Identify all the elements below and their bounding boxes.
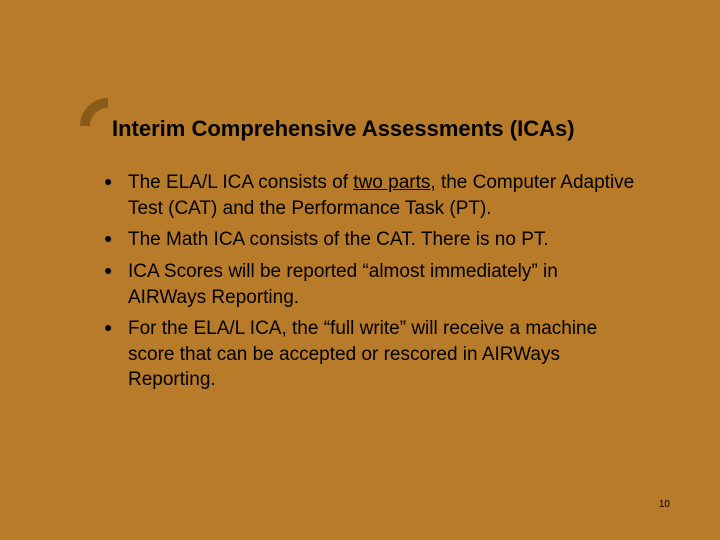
slide-title: Interim Comprehensive Assessments (ICAs) bbox=[112, 116, 660, 142]
bullet-text-pre: ICA Scores will be reported “almost imme… bbox=[128, 261, 558, 308]
bullet-item: The ELA/L ICA consists of two parts, the… bbox=[100, 170, 640, 221]
corner-decoration-icon bbox=[80, 98, 108, 126]
bullet-item: The Math ICA consists of the CAT. There … bbox=[100, 227, 640, 253]
bullet-list: The ELA/L ICA consists of two parts, the… bbox=[100, 170, 640, 393]
bullet-text-pre: The Math ICA consists of the CAT. There … bbox=[128, 229, 549, 250]
bullet-item: ICA Scores will be reported “almost imme… bbox=[100, 259, 640, 310]
slide: Interim Comprehensive Assessments (ICAs)… bbox=[0, 0, 720, 540]
bullet-text-underline: two parts bbox=[353, 172, 430, 193]
page-number: 10 bbox=[659, 499, 670, 510]
bullet-text-pre: For the ELA/L ICA, the “full write” will… bbox=[128, 318, 597, 390]
bullet-text-pre: The ELA/L ICA consists of bbox=[128, 172, 353, 193]
bullet-item: For the ELA/L ICA, the “full write” will… bbox=[100, 316, 640, 393]
slide-content: The ELA/L ICA consists of two parts, the… bbox=[100, 170, 640, 399]
